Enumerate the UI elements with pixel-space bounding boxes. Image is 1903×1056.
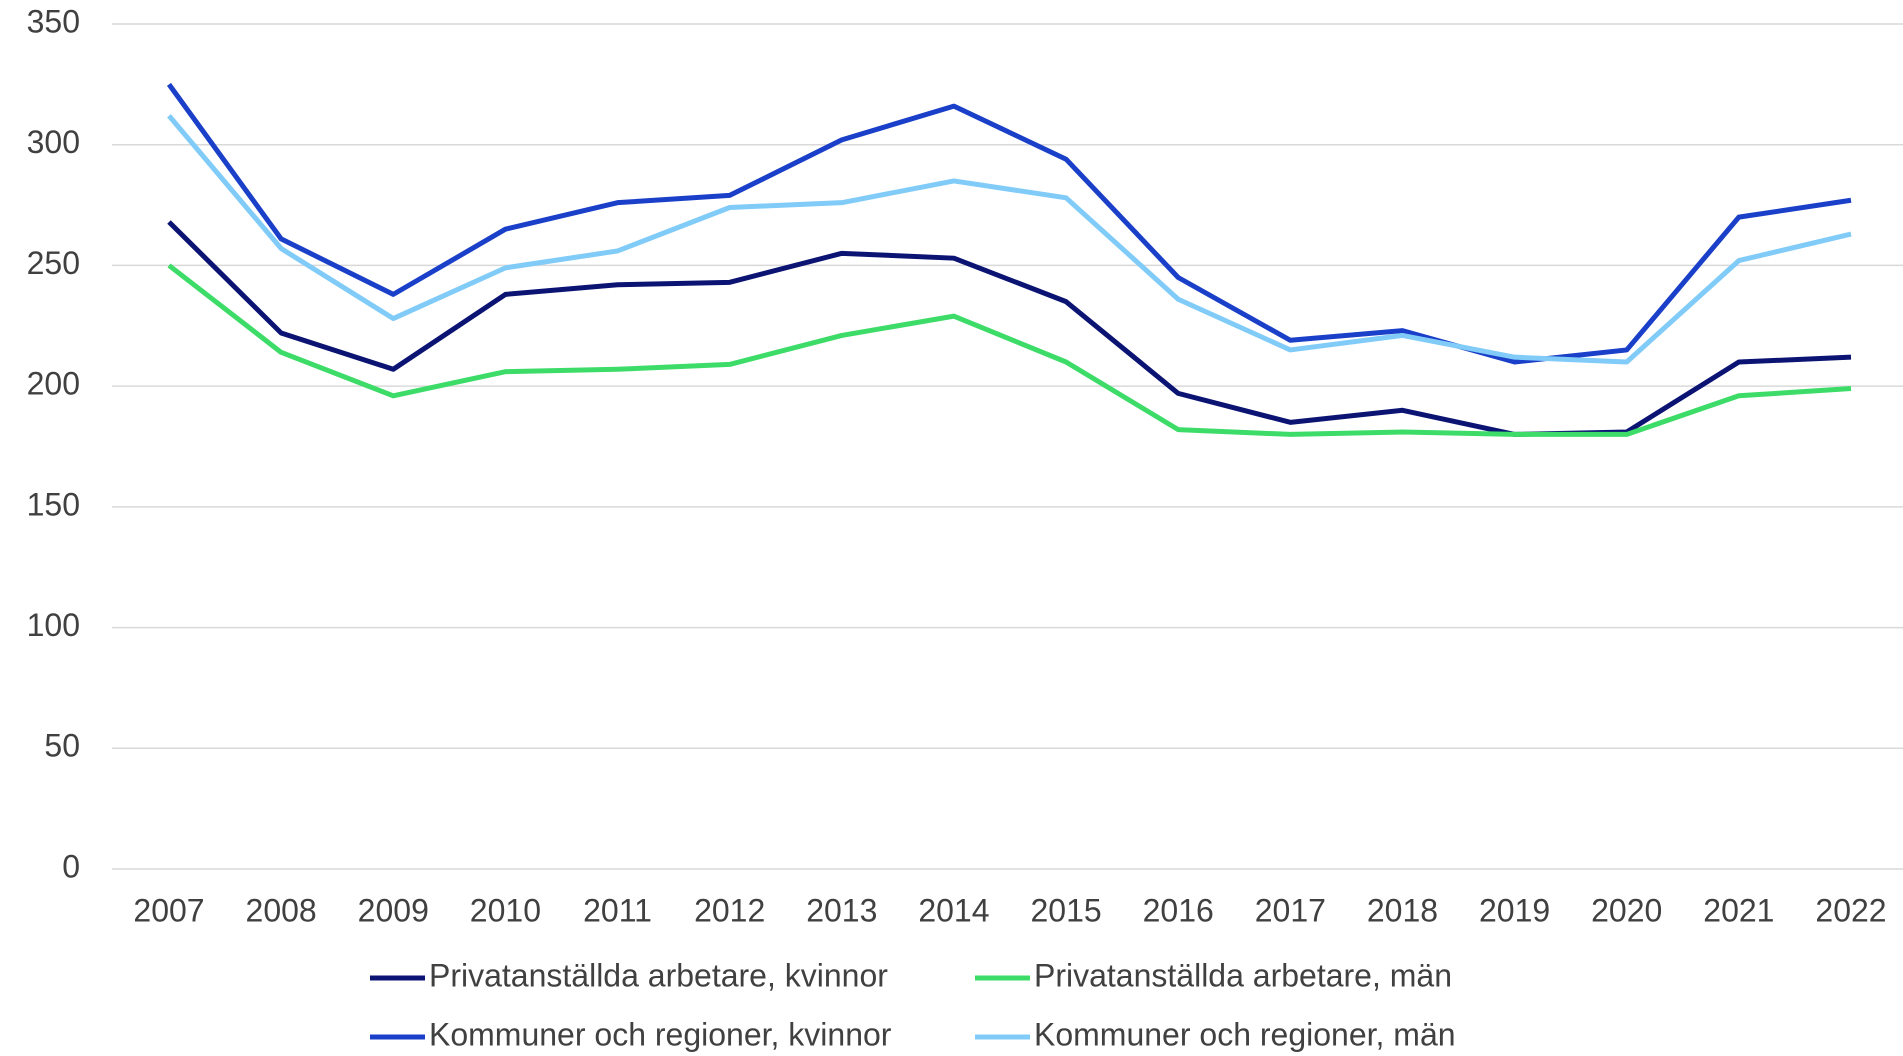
- x-tick-label: 2020: [1591, 892, 1662, 928]
- series-line: [167, 263, 1852, 437]
- series-line: [166, 82, 1852, 365]
- legend-label: Privatanställda arbetare, kvinnor: [429, 957, 888, 993]
- x-tick-label: 2010: [470, 892, 541, 928]
- y-tick-label: 100: [27, 607, 80, 643]
- x-tick-label: 2008: [246, 892, 317, 928]
- legend-label: Kommuner och regioner, kvinnor: [429, 1016, 892, 1052]
- x-tick-label: 2014: [918, 892, 989, 928]
- x-tick-label: 2013: [806, 892, 877, 928]
- x-tick-label: 2017: [1255, 892, 1326, 928]
- y-tick-label: 300: [27, 124, 80, 160]
- x-tick-label: 2012: [694, 892, 765, 928]
- y-tick-label: 50: [44, 728, 80, 764]
- x-tick-label: 2011: [583, 892, 652, 928]
- series-line: [167, 220, 1852, 437]
- y-tick-label: 200: [27, 366, 80, 402]
- x-tick-label: 2021: [1703, 892, 1774, 928]
- legend-label: Kommuner och regioner, män: [1034, 1016, 1456, 1052]
- x-tick-label: 2015: [1030, 892, 1101, 928]
- x-tick-label: 2018: [1367, 892, 1438, 928]
- x-tick-label: 2009: [358, 892, 429, 928]
- x-tick-label: 2016: [1143, 892, 1214, 928]
- x-tick-label: 2007: [133, 892, 204, 928]
- y-tick-label: 0: [62, 848, 80, 884]
- legend-label: Privatanställda arbetare, män: [1034, 957, 1452, 993]
- y-tick-label: 150: [27, 486, 80, 522]
- y-tick-label: 350: [27, 3, 80, 39]
- x-tick-label: 2022: [1815, 892, 1886, 928]
- x-tick-label: 2019: [1479, 892, 1550, 928]
- series-line: [167, 114, 1852, 365]
- y-tick-label: 250: [27, 245, 80, 281]
